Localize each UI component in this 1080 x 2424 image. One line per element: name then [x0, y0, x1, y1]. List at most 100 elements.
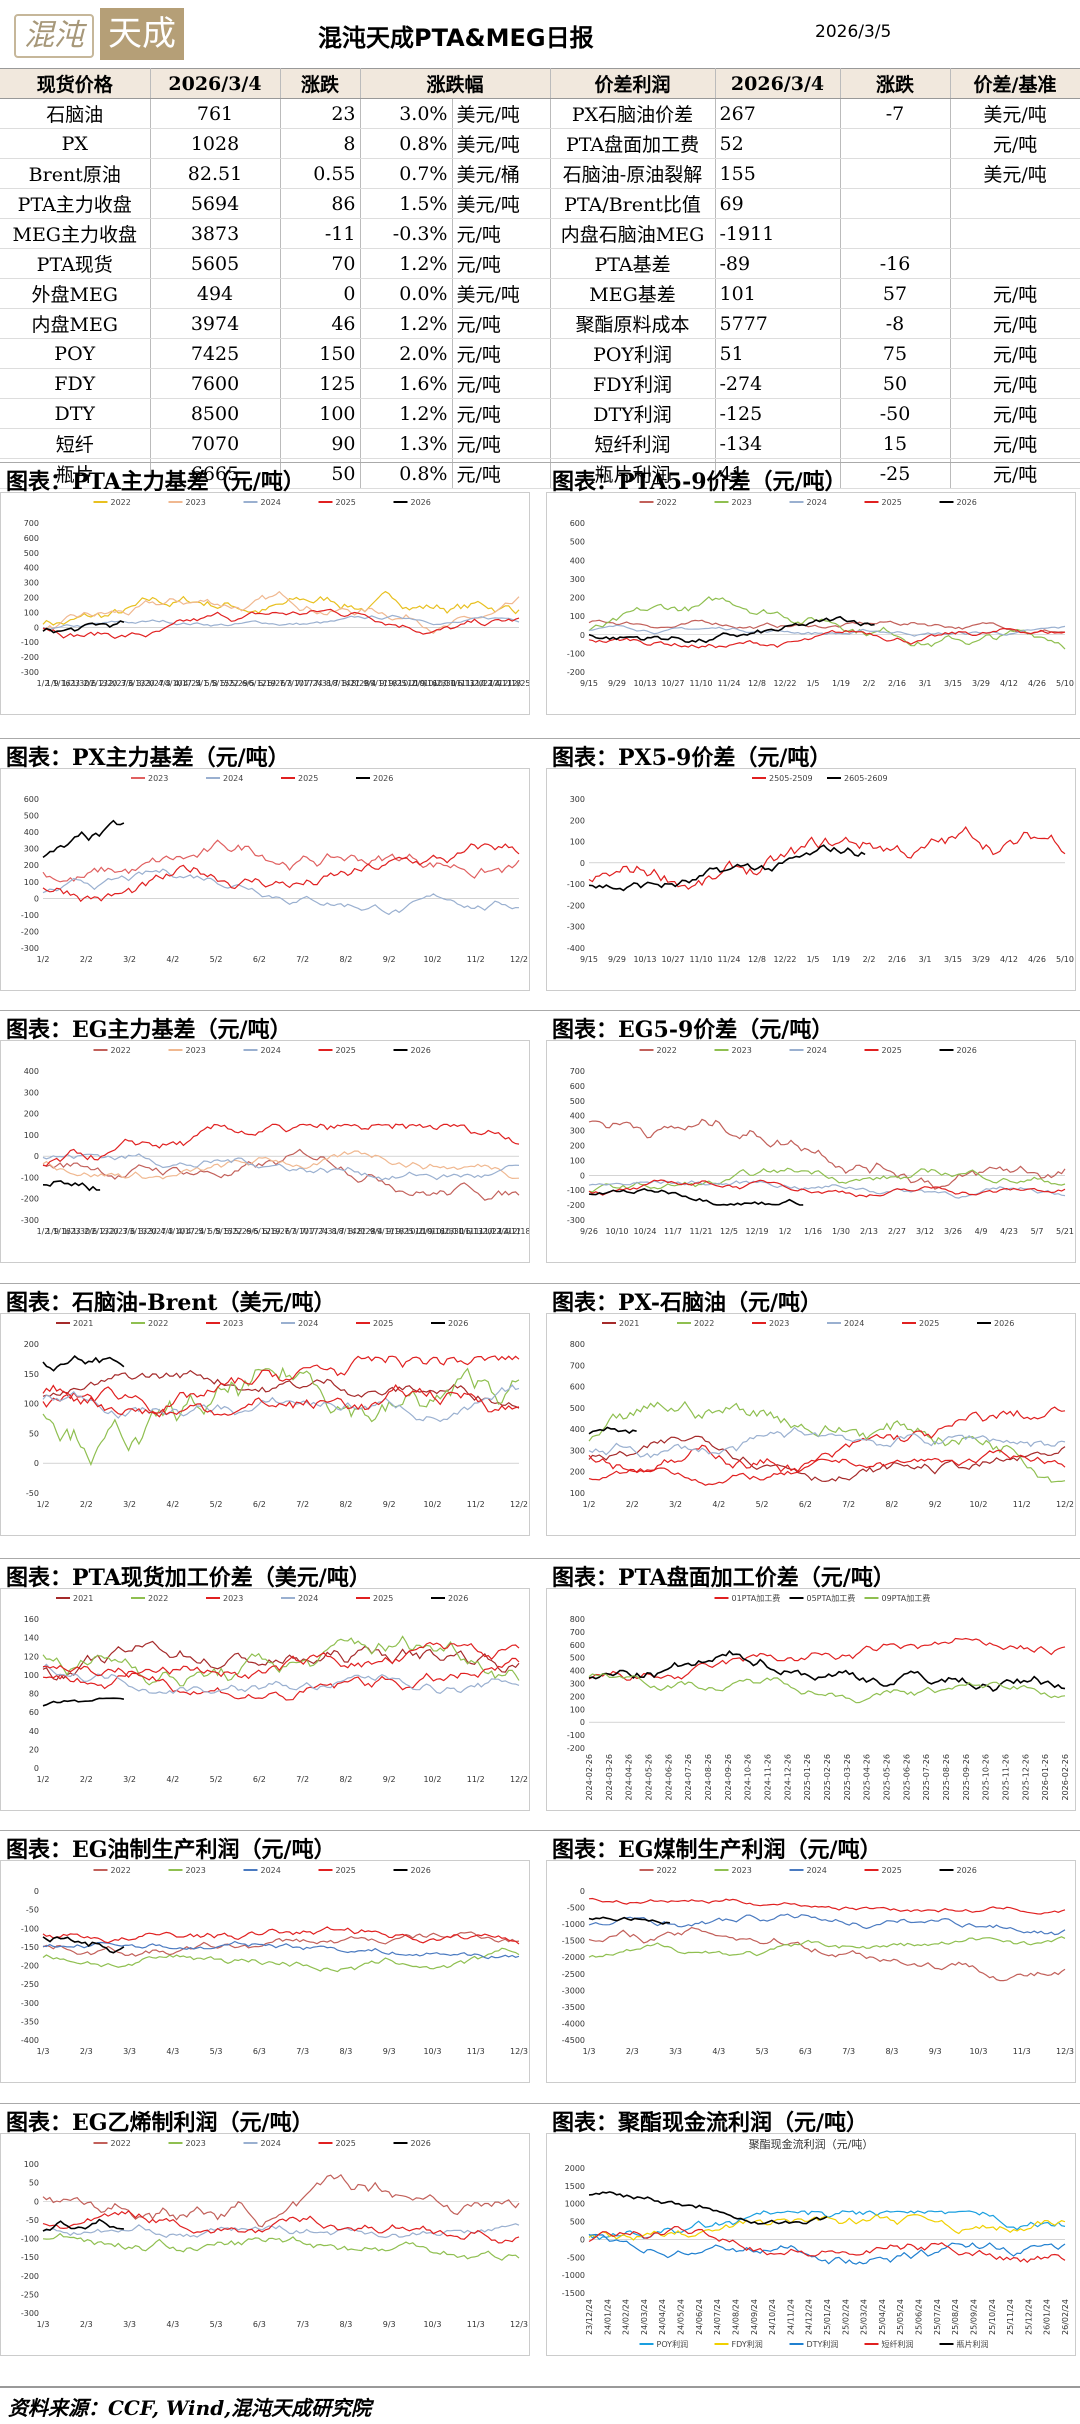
- x-tick-label: 6/5: [242, 679, 255, 688]
- row-value: 7425: [150, 338, 281, 369]
- x-tick-label: 7/17: [295, 679, 313, 688]
- x-tick-label: 10/9: [415, 1227, 433, 1236]
- x-tick-label: 9/4: [370, 1227, 383, 1236]
- y-tick-label: -500: [567, 2253, 585, 2262]
- x-tick-label: 12/5: [720, 1227, 738, 1236]
- x-tick-label: 3/3: [669, 2047, 682, 2056]
- row-label: FDY: [0, 368, 151, 399]
- x-tick-label: 1/3: [37, 2320, 50, 2329]
- x-tick-label: 11/2: [467, 1500, 485, 1509]
- x-tick-label: 2025-07-26: [922, 1754, 931, 1801]
- y-tick-label: -300: [21, 2309, 39, 2318]
- legend-label: 2026: [957, 1866, 977, 1875]
- spread-unit: 元/吨: [950, 428, 1080, 459]
- table-row: 外盘MEG 494 0 0.0% 美元/吨 MEG基差 101 57 元/吨: [0, 278, 1080, 309]
- legend-item: 2025: [864, 498, 902, 507]
- header-cell: 涨跌幅: [360, 68, 551, 99]
- y-tick-label: 0: [34, 623, 39, 632]
- row-divider: [0, 738, 1080, 739]
- x-tick-label: 2025-06-26: [902, 1754, 911, 1801]
- y-tick-label: 500: [24, 812, 39, 821]
- chart-panel: 2022 2023 2024 2025 2026 700 600 500 400 300 200 10…: [0, 492, 530, 715]
- x-tick-label: 9/18: [379, 679, 397, 688]
- chart-caption: 图表：EG油制生产利润（元/吨）: [6, 1837, 336, 1863]
- x-tick-label: 24/11/24: [786, 2299, 795, 2335]
- x-tick-label: 2024-08-26: [704, 1754, 713, 1801]
- x-tick-label: 6/3: [253, 2320, 266, 2329]
- x-tick-label: 3/3: [123, 2047, 136, 2056]
- x-tick-label: 11/27: [479, 1227, 502, 1236]
- x-tick-label: 24/06/24: [695, 2299, 704, 2335]
- x-tick-label: 1/19: [832, 955, 850, 964]
- x-tick-label: 4/2: [712, 1500, 725, 1509]
- row-unit: 元/吨: [452, 368, 551, 399]
- x-tick-label: 1/23: [63, 1227, 81, 1236]
- x-tick-label: 3/6: [122, 1227, 135, 1236]
- row-pct: 0.0%: [360, 278, 453, 309]
- x-tick-label: 8/14: [333, 679, 351, 688]
- x-tick-label: 12/18: [507, 1227, 529, 1236]
- y-tick-label: -3000: [562, 1986, 585, 1995]
- legend-label: 2026: [448, 1594, 468, 1603]
- legend-item: 2605-2609: [827, 774, 888, 783]
- x-tick-label: 1/3: [583, 2047, 596, 2056]
- legend-label: 2026: [957, 498, 977, 507]
- x-tick-label: 7/17: [301, 1227, 319, 1236]
- x-tick-label: 11/6: [453, 1227, 471, 1236]
- x-tick-label: 5/22: [221, 679, 239, 688]
- chart-svg: 2022 2023 2024 2025 2026 100 50 0 -50 -100 -150 -20…: [21, 2139, 528, 2329]
- row-value: 6665: [150, 458, 281, 489]
- legend-label: 2021: [73, 1594, 93, 1603]
- x-tick-label: 2/20: [99, 679, 117, 688]
- row-change: 90: [280, 428, 361, 459]
- chart-svg: 2021 2022 2023 2024 2025 2026 800 700 600 500 400 3…: [570, 1319, 1074, 1509]
- y-tick-label: -400: [567, 944, 585, 953]
- y-tick-label: 600: [24, 795, 39, 804]
- row-label: Brent原油: [0, 158, 151, 189]
- series-line: [588, 1449, 1066, 1486]
- y-tick-label: 800: [570, 1615, 585, 1624]
- x-tick-label: 2024-03-26: [605, 1754, 614, 1801]
- x-tick-label: 3/29: [972, 679, 990, 688]
- y-tick-label: 500: [570, 1097, 585, 1106]
- x-tick-label: 6/12: [253, 1227, 271, 1236]
- y-tick-label: -100: [21, 1173, 39, 1182]
- y-tick-label: 300: [24, 579, 39, 588]
- legend-label: 2026: [994, 1319, 1014, 1328]
- series-line: [588, 1916, 670, 1925]
- y-tick-label: -1000: [562, 2271, 585, 2280]
- x-tick-label: 6/19: [262, 1227, 280, 1236]
- x-tick-label: 5/2: [210, 955, 223, 964]
- x-tick-label: 9/3: [383, 2047, 396, 2056]
- x-tick-label: 3/12: [916, 1227, 934, 1236]
- x-tick-label: 1/16: [53, 1227, 71, 1236]
- legend-item: 2026: [356, 774, 393, 783]
- y-tick-label: 100: [24, 1671, 39, 1680]
- x-tick-label: 2026-01-26: [1041, 1754, 1050, 1801]
- row-change: 0.55: [280, 158, 361, 189]
- y-tick-label: 200: [570, 1142, 585, 1151]
- series-line: [42, 620, 125, 634]
- legend-item: 2026: [393, 1866, 431, 1875]
- x-tick-label: 3/1: [919, 955, 932, 964]
- x-tick-label: 25/07/24: [933, 2299, 942, 2335]
- x-tick-label: 11/10: [689, 679, 712, 688]
- y-tick-label: 0: [580, 1718, 585, 1727]
- legend-label: 2022: [657, 1866, 677, 1875]
- y-tick-label: 100: [24, 1400, 39, 1409]
- series-line: [588, 1926, 1066, 1982]
- row-divider: [0, 1558, 1080, 1559]
- legend-label: 2025: [373, 1319, 393, 1328]
- legend-label: 2025: [882, 1046, 902, 1055]
- y-tick-label: -300: [21, 944, 39, 953]
- legend-item: 2022: [677, 1319, 714, 1328]
- x-tick-label: 10/2: [398, 679, 416, 688]
- legend-item: 2025: [864, 1046, 902, 1055]
- x-tick-label: 1/30: [71, 679, 89, 688]
- x-tick-label: 11/20: [461, 679, 484, 688]
- row-unit: 元/吨: [452, 338, 551, 369]
- x-tick-label: 3/2: [123, 1775, 136, 1784]
- x-tick-label: 1/9: [46, 1227, 59, 1236]
- legend-label: 2023: [186, 2139, 206, 2148]
- y-tick-label: -300: [567, 1216, 585, 1225]
